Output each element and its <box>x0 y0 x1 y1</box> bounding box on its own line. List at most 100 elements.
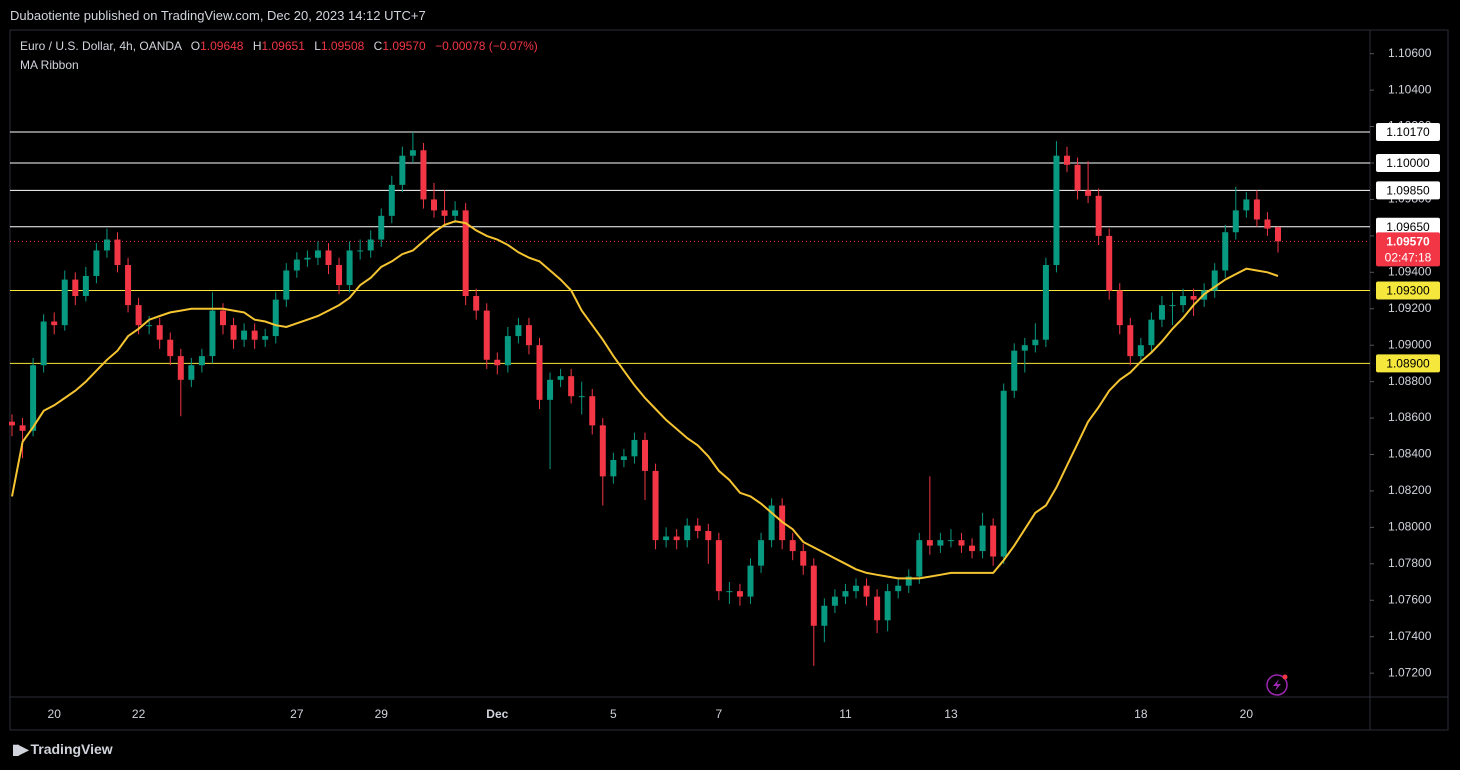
level-label-box <box>1376 123 1440 142</box>
y-tick-label: 1.09200 <box>1388 301 1432 315</box>
y-tick-label: 1.08000 <box>1388 520 1432 534</box>
candle-body <box>589 396 596 426</box>
candle-body <box>409 150 416 156</box>
candle-body <box>599 425 606 477</box>
candle-body <box>536 345 543 400</box>
candle-body <box>905 576 912 586</box>
candle-body <box>705 531 712 541</box>
candle-body <box>198 356 205 366</box>
candle-body <box>789 540 796 552</box>
footer-text: TradingView <box>30 741 113 757</box>
candle-body <box>1243 199 1250 211</box>
candle-body <box>631 439 638 457</box>
indicator[interactable]: MA Ribbon <box>20 58 79 72</box>
ma-line <box>11 220 1279 580</box>
candle-body <box>125 265 132 306</box>
candle-body <box>367 239 374 251</box>
candle-body <box>336 265 343 286</box>
candle-body <box>156 325 163 340</box>
high-value: 1.09651 <box>261 39 305 53</box>
candle-body <box>810 565 817 626</box>
candle-body <box>642 439 648 471</box>
candle-body <box>768 505 775 541</box>
x-tick-label: 29 <box>375 707 389 721</box>
candle-body <box>673 536 680 541</box>
y-tick-label: 1.08200 <box>1388 483 1432 497</box>
candle-body <box>494 359 501 366</box>
candle-body <box>926 540 933 546</box>
candle-body <box>82 275 89 296</box>
candle-body <box>1042 265 1049 340</box>
level-label: 1.09650 <box>1386 220 1430 234</box>
high-key: H <box>252 39 262 53</box>
candle-body <box>800 551 807 566</box>
low-value: 1.09508 <box>320 39 365 53</box>
candle-body <box>1085 190 1092 196</box>
chart-frame <box>9 29 1449 731</box>
candle-body <box>1253 199 1260 220</box>
x-tick-label: 22 <box>132 707 146 721</box>
footer-logo[interactable]: ▮▶ TradingView <box>12 741 113 758</box>
y-tick-label: 1.10400 <box>1388 82 1432 96</box>
candle-body <box>515 325 522 337</box>
open-value: 1.09648 <box>200 39 244 53</box>
y-tick-label: 1.10600 <box>1388 46 1432 60</box>
candle-body <box>1116 290 1123 326</box>
candle-body <box>19 425 26 431</box>
candle-body <box>1106 235 1113 291</box>
candle-body <box>241 330 248 340</box>
candle-body <box>1127 325 1134 357</box>
candle-body <box>388 184 395 216</box>
candle-body <box>736 591 743 597</box>
candle-body <box>578 396 585 398</box>
alert-icon[interactable] <box>1266 674 1288 696</box>
candle-body <box>684 525 691 541</box>
level-label: 1.08900 <box>1386 357 1430 371</box>
candle-body <box>114 239 121 266</box>
candle-body <box>853 585 859 592</box>
level-label-box <box>1376 281 1440 300</box>
candle-body <box>399 155 406 185</box>
candle-body <box>620 456 627 460</box>
x-tick-label: 5 <box>610 707 617 721</box>
candle-body <box>821 605 828 626</box>
candle-body <box>230 325 237 340</box>
y-tick-label: 1.09000 <box>1388 337 1432 351</box>
candle-body <box>1232 210 1239 233</box>
candle-body <box>40 321 47 366</box>
x-tick-label: Dec <box>486 707 508 721</box>
candle-body <box>979 525 986 552</box>
symbol: Euro / U.S. Dollar, 4h, OANDA <box>20 39 182 53</box>
level-label-box <box>1376 217 1440 236</box>
candle-body <box>863 585 870 597</box>
low-key: L <box>314 39 321 53</box>
level-label-box <box>1376 181 1440 200</box>
icon-bolt <box>1273 679 1281 691</box>
level-label: 1.09850 <box>1386 184 1430 198</box>
candle-body <box>758 540 765 566</box>
icon-ring <box>1266 674 1288 696</box>
candle-body <box>947 540 954 542</box>
candle-body <box>831 596 838 606</box>
candle-body <box>209 310 216 357</box>
candle-body <box>1137 345 1144 357</box>
level-label-box <box>1376 154 1440 172</box>
candle-body <box>441 210 448 216</box>
y-tick-label: 1.09400 <box>1388 264 1432 278</box>
candle-body <box>420 150 427 200</box>
close-key: C <box>373 39 383 53</box>
candle-body <box>1158 305 1165 320</box>
candle-body <box>937 540 944 546</box>
change: −0.00078 (−0.07%) <box>435 39 538 53</box>
candle-body <box>220 310 226 326</box>
candle-body <box>547 379 554 400</box>
icon-dot <box>1282 674 1288 680</box>
plot <box>9 131 1370 666</box>
candle-body <box>251 330 258 340</box>
y-tick-label: 1.07800 <box>1388 556 1432 570</box>
candle-body <box>272 299 279 337</box>
candle-body <box>146 325 153 327</box>
candle-body <box>177 356 184 380</box>
